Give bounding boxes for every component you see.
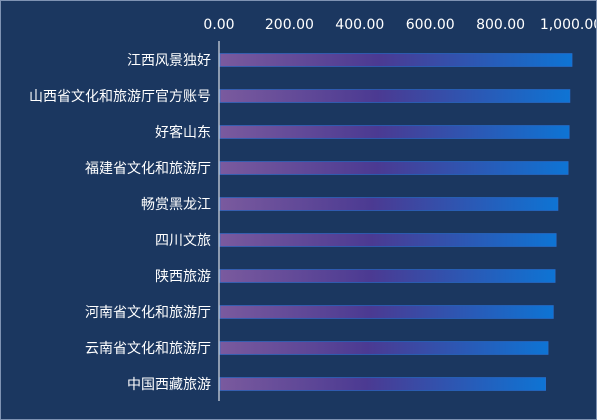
x-axis-ticks: 0.00 200.00 400.00 600.00 800.00 1,000.00 [203,17,596,33]
category-labels: 江西风景独好山西省文化和旅游厅官方账号好客山东福建省文化和旅游厅畅赏黑龙江四川文… [29,53,211,393]
x-tick-label: 200.00 [265,17,314,33]
x-tick-label: 0.00 [203,17,234,33]
bar [219,161,569,175]
category-label: 四川文旅 [155,233,211,249]
bar [219,269,556,283]
category-label: 江西风景独好 [127,53,211,69]
bar [219,377,546,391]
category-label: 畅赏黑龙江 [141,197,211,213]
category-label: 陕西旅游 [155,269,211,285]
bar [219,197,559,211]
x-tick-label: 600.00 [406,17,455,33]
x-tick-label: 800.00 [476,17,525,33]
bar [219,53,573,67]
category-label: 山西省文化和旅游厅官方账号 [29,89,211,105]
bar [219,233,557,247]
bar [219,125,570,139]
bar [219,305,554,319]
bars-group [219,53,573,391]
category-label: 好客山东 [155,124,211,141]
bar [219,89,571,103]
x-tick-label: 400.00 [335,17,384,33]
bar [219,341,549,355]
category-label: 河南省文化和旅游厅 [85,305,211,321]
category-label: 中国西藏旅游 [127,377,211,393]
x-tick-label: 1,000.00 [540,17,596,33]
category-label: 云南省文化和旅游厅 [85,341,211,357]
category-label: 福建省文化和旅游厅 [85,161,211,177]
